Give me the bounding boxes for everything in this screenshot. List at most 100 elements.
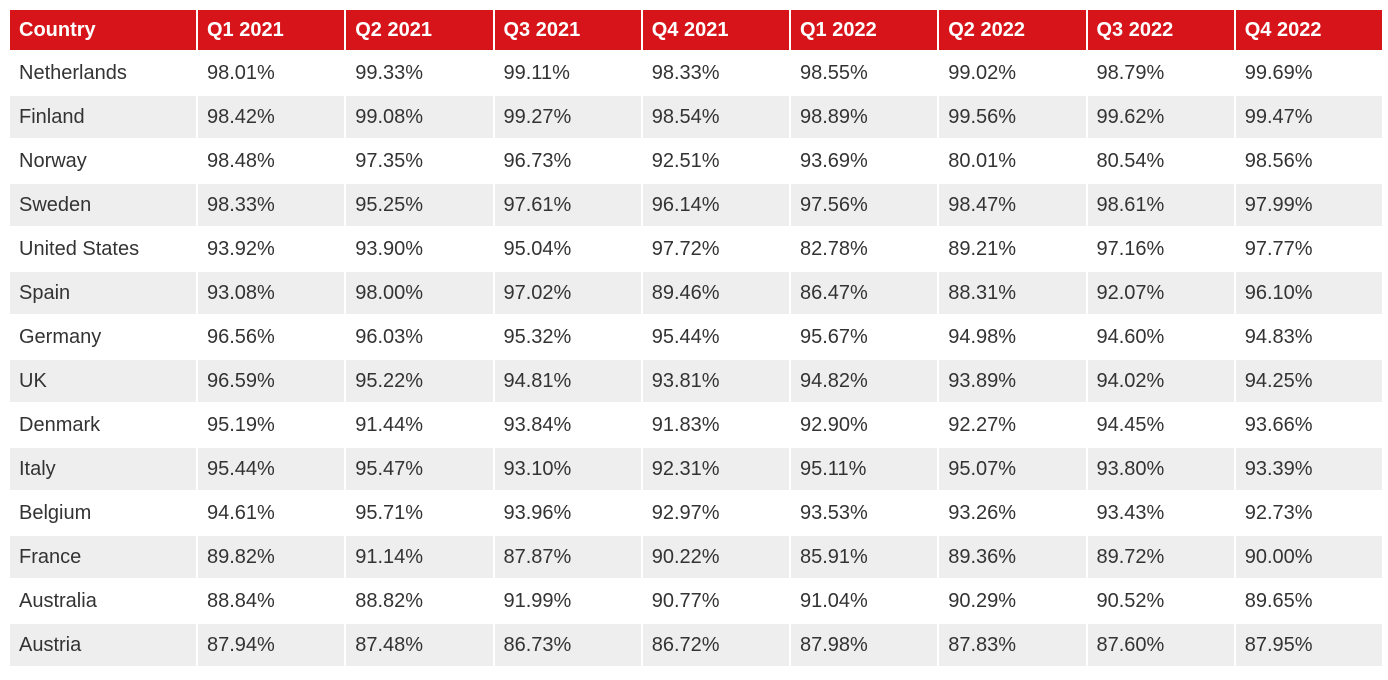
value-cell: 97.72% [651,237,720,260]
value-cell: 93.80% [1087,448,1234,490]
value-cell: 92.73% [1244,501,1313,524]
value-cell: 96.73% [503,149,572,172]
value-cell: 94.61% [207,501,275,524]
value-cell: 86.47% [791,272,938,314]
table-row: Spain 93.08% 98.00% 97.02% 89.46% 86.47% 88.31… [10,272,1382,314]
country-cell: Spain [10,272,196,314]
value-cell: 93.10% [494,448,641,490]
value-cell: 90.52% [1096,589,1165,612]
value-cell: 99.11% [503,61,570,84]
value-cell: 99.56% [939,96,1086,138]
value-cell: 95.44% [198,448,345,490]
table-row: Denmark 95.19% 91.44% 93.84% 91.83% 92.90% 92.… [10,404,1382,446]
value-cell: 89.72% [1087,536,1234,578]
header-cell: Q1 2022 [791,10,938,50]
value-cell: 98.33% [651,61,720,84]
country-cell: Austria [10,624,196,666]
country-cell: Belgium [19,501,92,524]
country-cell: Finland [10,96,196,138]
value-cell: 93.69% [800,149,868,172]
value-cell: 92.27% [948,413,1017,436]
value-cell: 90.00% [1235,536,1382,578]
value-cell: 93.92% [207,237,275,260]
value-cell: 89.82% [198,536,345,578]
value-cell: 99.27% [494,96,641,138]
header-cell: Q2 2021 [346,10,493,50]
value-cell: 98.42% [198,96,345,138]
value-cell: 90.29% [948,589,1017,612]
value-cell: 98.56% [1244,149,1313,172]
value-cell: 96.10% [1235,272,1382,314]
value-cell: 94.60% [1096,325,1165,348]
value-cell: 98.61% [1087,184,1234,226]
value-cell: 88.82% [355,589,424,612]
table-row: United States 93.92% 93.90% 95.04% 97.72% 82.… [10,228,1382,270]
value-cell: 98.48% [207,149,275,172]
value-cell: 91.14% [346,536,493,578]
country-cell: Italy [10,448,196,490]
value-cell: 99.33% [355,61,424,84]
value-cell: 93.26% [948,501,1017,524]
value-cell: 87.94% [198,624,345,666]
country-cell: UK [10,360,196,402]
table-row: Finland 98.42% 99.08% 99.27% 98.54% 98.89% 99.… [10,96,1382,138]
header-cell: Q4 2022 [1235,10,1382,50]
value-cell: 87.83% [939,624,1086,666]
value-cell: 80.01% [948,149,1017,172]
value-cell: 95.22% [346,360,493,402]
header-cell: Q1 2021 [198,10,345,50]
value-cell: 95.44% [651,325,720,348]
value-cell: 98.47% [939,184,1086,226]
value-cell: 97.16% [1096,237,1165,260]
value-cell: 93.96% [503,501,572,524]
value-cell: 93.53% [800,501,868,524]
value-cell: 92.07% [1087,272,1234,314]
value-cell: 88.31% [939,272,1086,314]
value-cell: 88.84% [207,589,275,612]
value-cell: 93.89% [939,360,1086,402]
value-cell: 94.25% [1235,360,1382,402]
value-cell: 96.03% [355,325,424,348]
value-cell: 94.02% [1087,360,1234,402]
value-cell: 93.39% [1235,448,1382,490]
country-cell: Australia [19,589,97,612]
value-cell: 87.95% [1235,624,1382,666]
country-cell: Norway [19,149,87,172]
country-cell: Denmark [19,413,101,436]
value-cell: 91.04% [800,589,868,612]
value-cell: 86.73% [494,624,641,666]
value-cell: 96.14% [642,184,789,226]
table-row: Austria 87.94% 87.48% 86.73% 86.72% 87.98% 87.… [10,624,1382,666]
value-cell: 87.98% [791,624,938,666]
table-row: Australia 88.84% 88.82% 91.99% 90.77% 91.04% 9… [10,580,1382,622]
header-cell: Country [10,10,196,50]
value-cell: 93.43% [1096,501,1165,524]
value-cell: 94.98% [948,325,1017,348]
value-cell: 99.02% [948,61,1017,84]
value-cell: 86.72% [642,624,789,666]
value-cell: 94.81% [494,360,641,402]
value-cell: 97.77% [1244,237,1313,260]
country-cell: France [10,536,196,578]
value-cell: 87.87% [494,536,641,578]
value-cell: 93.84% [503,413,572,436]
value-cell: 89.46% [642,272,789,314]
value-cell: 92.31% [642,448,789,490]
header-cell: Q3 2022 [1087,10,1234,50]
value-cell: 95.47% [346,448,493,490]
value-cell: 85.91% [791,536,938,578]
value-cell: 98.54% [642,96,789,138]
value-cell: 95.11% [791,448,938,490]
value-cell: 95.32% [503,325,572,348]
table-row: UK 96.59% 95.22% 94.81% 93.81% 94.82% 93.89% 94… [10,360,1382,402]
value-cell: 97.61% [494,184,641,226]
value-cell: 97.99% [1235,184,1382,226]
value-cell: 91.44% [355,413,424,436]
value-cell: 93.66% [1244,413,1313,436]
country-cell: United States [19,237,140,260]
value-cell: 97.35% [355,149,424,172]
value-cell: 91.83% [651,413,720,436]
table-row: Germany 96.56% 96.03% 95.32% 95.44% 95.67% 94.… [10,316,1382,358]
value-cell: 93.81% [642,360,789,402]
